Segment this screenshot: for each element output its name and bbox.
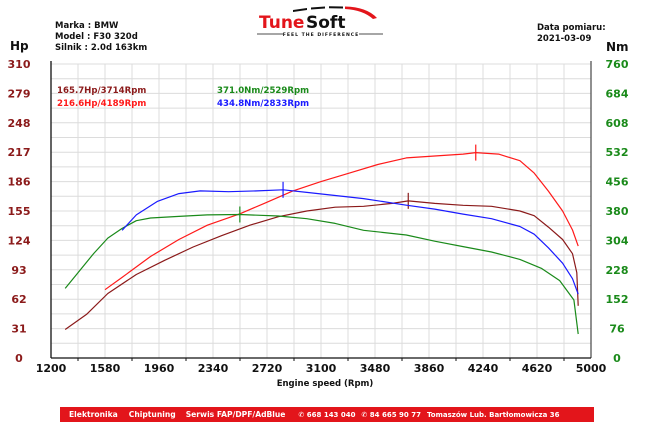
right-tick-label: 608 (606, 117, 629, 130)
x-tick-label: 2340 (198, 362, 229, 375)
right-tick-label: 532 (606, 146, 629, 159)
right-tick-label: 76 (609, 323, 625, 336)
left-tick-label: 124 (8, 234, 31, 247)
right-tick-label: 152 (606, 293, 629, 306)
date-label: Data pomiaru: (537, 23, 606, 33)
peak-annotation: 371.0Nm/2529Rpm (217, 86, 309, 96)
right-axis-unit: Nm (606, 40, 629, 54)
x-axis-title: Engine speed (Rpm) (276, 379, 374, 389)
right-tick-label: 456 (606, 176, 629, 189)
right-tick-label: 380 (606, 205, 629, 218)
right-tick-label: 228 (606, 264, 629, 277)
footer-phone-2: ✆ 84 665 90 77 (361, 410, 421, 419)
measurement-date: Data pomiaru: 2021-03-09 (537, 23, 606, 45)
vehicle-info: Marka : BMW Model : F30 320d Silnik : 2.… (55, 21, 147, 54)
left-tick-label: 217 (8, 146, 31, 159)
peak-annotation: 434.8Nm/2833Rpm (217, 99, 309, 109)
left-tick-label: 310 (8, 58, 31, 71)
x-tick-label: 1200 (36, 362, 67, 375)
left-axis-unit: Hp (10, 39, 29, 53)
left-tick-label: 155 (8, 205, 31, 218)
x-tick-label: 4240 (468, 362, 499, 375)
x-tick-label: 1960 (144, 362, 175, 375)
footer-item-service: Serwis FAP/DPF/AdBlue (185, 410, 286, 419)
x-tick-label: 3100 (306, 362, 337, 375)
series-line (104, 152, 579, 291)
speed-arc-icon (345, 6, 377, 19)
speed-dashes-icon (293, 6, 343, 12)
right-tick-label: 684 (606, 87, 629, 100)
date-value: 2021-03-09 (537, 34, 592, 44)
x-tick-label: 1580 (90, 362, 121, 375)
series-line (64, 213, 579, 335)
left-tick-label: 62 (11, 293, 26, 306)
tunesoft-logo: Tune Soft FEEL THE DIFFERENCE (257, 6, 383, 38)
left-tick-label: 31 (11, 323, 26, 336)
left-tick-label: 186 (8, 176, 31, 189)
series-line (64, 200, 579, 330)
x-tick-label: 4620 (522, 362, 553, 375)
logo-soft: Soft (306, 13, 345, 33)
peak-annotation: 216.6Hp/4189Rpm (57, 99, 146, 109)
engine-label: Silnik : 2.0d 163km (55, 43, 148, 53)
right-tick-label: 0 (613, 352, 621, 365)
footer-banner: Elektronika Chiptuning Serwis FAP/DPF/Ad… (60, 407, 594, 422)
footer-phone-1: ✆ 668 143 040 (298, 410, 356, 419)
footer-address: Tomaszów Lub. Bartłomowicza 36 (426, 410, 560, 419)
left-tick-label: 93 (11, 264, 26, 277)
logo-tune: Tune (259, 13, 304, 33)
x-tick-label: 2720 (252, 362, 283, 375)
series-line (121, 189, 579, 295)
left-tick-label: 279 (8, 87, 31, 100)
make-label: Marka : BMW (55, 21, 119, 31)
logo-tagline: FEEL THE DIFFERENCE (283, 32, 360, 38)
left-tick-label: 0 (15, 352, 23, 365)
model-label: Model : F30 320d (55, 32, 138, 42)
x-tick-label: 5000 (576, 362, 607, 375)
x-tick-label: 3480 (360, 362, 391, 375)
peak-annotation: 165.7Hp/3714Rpm (57, 86, 146, 96)
right-tick-label: 760 (606, 58, 629, 71)
x-tick-label: 3860 (414, 362, 445, 375)
footer-item-chiptuning: Chiptuning (128, 410, 176, 419)
left-tick-label: 248 (8, 117, 31, 130)
right-tick-label: 304 (606, 234, 629, 247)
footer-item-electronics: Elektronika (69, 410, 118, 419)
